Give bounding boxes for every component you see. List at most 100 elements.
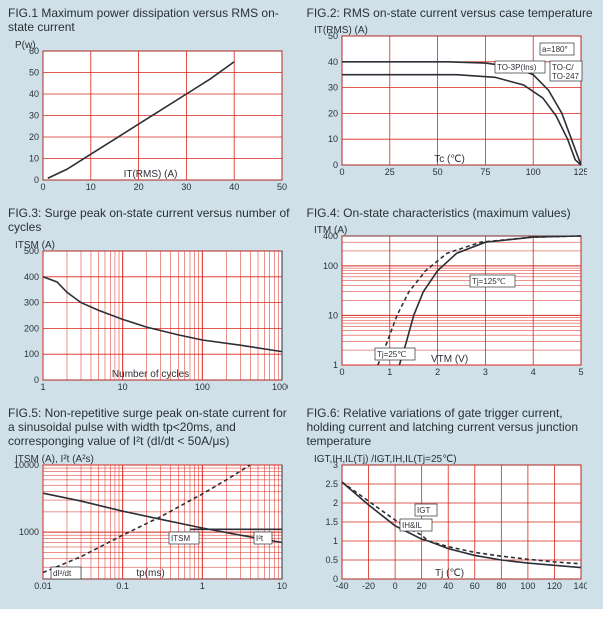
- svg-text:20: 20: [327, 109, 337, 119]
- svg-text:100: 100: [525, 167, 540, 177]
- svg-text:1: 1: [40, 382, 45, 392]
- svg-text:tp(ms): tp(ms): [136, 568, 164, 579]
- svg-text:400: 400: [24, 271, 39, 281]
- svg-text:30: 30: [29, 110, 39, 120]
- svg-text:30: 30: [181, 182, 191, 192]
- svg-text:5: 5: [578, 367, 583, 377]
- fig6-chart: -40-2002040608010012014000.511.522.53IGT…: [307, 451, 587, 601]
- svg-text:P(w): P(w): [15, 40, 36, 51]
- svg-text:IT(RMS) (A): IT(RMS) (A): [314, 25, 368, 36]
- svg-text:1: 1: [332, 536, 337, 546]
- svg-text:0: 0: [34, 175, 39, 185]
- svg-text:1: 1: [387, 367, 392, 377]
- svg-text:100: 100: [322, 261, 337, 271]
- fig1-cell: FIG.1 Maximum power dissipation versus R…: [8, 6, 297, 202]
- svg-text:1.5: 1.5: [325, 517, 338, 527]
- svg-text:60: 60: [469, 581, 479, 591]
- svg-text:50: 50: [432, 167, 442, 177]
- svg-text:Tj=25℃: Tj=25℃: [377, 350, 406, 359]
- svg-text:Tj (℃): Tj (℃): [435, 568, 464, 579]
- svg-text:0: 0: [392, 581, 397, 591]
- svg-text:120: 120: [546, 581, 561, 591]
- fig3-cell: FIG.3: Surge peak on-state current versu…: [8, 206, 297, 402]
- svg-text:10: 10: [327, 135, 337, 145]
- svg-text:40: 40: [327, 57, 337, 67]
- svg-text:100: 100: [520, 581, 535, 591]
- svg-text:2.5: 2.5: [325, 479, 338, 489]
- svg-text:ITSM: ITSM: [171, 534, 190, 543]
- svg-text:0: 0: [339, 167, 344, 177]
- svg-text:1000: 1000: [272, 382, 288, 392]
- svg-text:100: 100: [195, 382, 210, 392]
- svg-text:Tj=125℃: Tj=125℃: [472, 277, 506, 286]
- svg-text:3: 3: [482, 367, 487, 377]
- svg-text:ITM (A): ITM (A): [314, 225, 347, 236]
- fig2-title: FIG.2: RMS on-state current versus case …: [307, 6, 596, 20]
- svg-text:140: 140: [573, 581, 587, 591]
- svg-text:20: 20: [416, 581, 426, 591]
- svg-text:0.5: 0.5: [325, 555, 338, 565]
- fig2-chart: 025507510012501020304050IT(RMS) (A)Tc (℃…: [307, 22, 587, 187]
- svg-text:50: 50: [277, 182, 287, 192]
- svg-text:300: 300: [24, 297, 39, 307]
- fig5-title: FIG.5: Non-repetitive surge peak on-stat…: [8, 406, 297, 449]
- fig4-chart: 012345110100400ITM (A)VTM (V)Tj=125℃Tj=2…: [307, 222, 587, 387]
- svg-text:1000: 1000: [19, 527, 39, 537]
- fig5-cell: FIG.5: Non-repetitive surge peak on-stat…: [8, 406, 297, 601]
- fig3-title: FIG.3: Surge peak on-state current versu…: [8, 206, 297, 235]
- svg-text:TO-247: TO-247: [552, 72, 580, 81]
- svg-text:0.01: 0.01: [34, 581, 52, 591]
- svg-text:10: 10: [118, 382, 128, 392]
- svg-text:VTM (V): VTM (V): [430, 354, 467, 365]
- svg-text:0.1: 0.1: [116, 581, 129, 591]
- svg-text:2: 2: [435, 367, 440, 377]
- svg-text:4: 4: [530, 367, 535, 377]
- svg-text:40: 40: [229, 182, 239, 192]
- svg-text:ITSM (A), I²t (A²s): ITSM (A), I²t (A²s): [15, 454, 94, 465]
- svg-text:200: 200: [24, 323, 39, 333]
- svg-text:50: 50: [29, 67, 39, 77]
- svg-text:I²t: I²t: [256, 534, 264, 543]
- svg-text:10: 10: [327, 311, 337, 321]
- svg-text:40: 40: [29, 89, 39, 99]
- fig4-cell: FIG.4: On-state characteristics (maximum…: [307, 206, 596, 402]
- svg-text:0: 0: [332, 160, 337, 170]
- svg-text:0: 0: [34, 375, 39, 385]
- datasheet-figures: FIG.1 Maximum power dissipation versus R…: [0, 0, 603, 609]
- svg-text:IGT: IGT: [417, 506, 430, 515]
- svg-text:a=180°: a=180°: [542, 45, 568, 54]
- svg-text:Number of cycles: Number of cycles: [112, 369, 189, 380]
- svg-text:IGT,IH,IL(Tj) /IGT,IH,IL(Tj=25: IGT,IH,IL(Tj) /IGT,IH,IL(Tj=25℃): [314, 454, 457, 465]
- svg-text:0: 0: [332, 574, 337, 584]
- svg-text:Tc (℃): Tc (℃): [434, 154, 465, 165]
- svg-text:10: 10: [86, 182, 96, 192]
- svg-text:40: 40: [443, 581, 453, 591]
- svg-text:-20: -20: [362, 581, 375, 591]
- fig6-title: FIG.6: Relative variations of gate trigg…: [307, 406, 596, 449]
- svg-text:ITSM (A): ITSM (A): [15, 240, 55, 251]
- svg-text:75: 75: [480, 167, 490, 177]
- fig4-title: FIG.4: On-state characteristics (maximum…: [307, 206, 596, 220]
- svg-text:10: 10: [277, 581, 287, 591]
- svg-text:0: 0: [40, 182, 45, 192]
- svg-text:30: 30: [327, 83, 337, 93]
- svg-text:20: 20: [134, 182, 144, 192]
- svg-text:1: 1: [332, 360, 337, 370]
- svg-text:2: 2: [332, 498, 337, 508]
- svg-text:1: 1: [200, 581, 205, 591]
- fig3-chart: 11010010000100200300400500ITSM (A)Number…: [8, 237, 288, 402]
- fig1-chart: 010203040500102030405060P(w)IT(RMS) (A): [8, 37, 288, 202]
- fig6-cell: FIG.6: Relative variations of gate trigg…: [307, 406, 596, 601]
- svg-text:0: 0: [339, 367, 344, 377]
- svg-text:25: 25: [384, 167, 394, 177]
- svg-text:TO-C/: TO-C/: [552, 63, 574, 72]
- svg-text:IH&IL: IH&IL: [402, 521, 423, 530]
- fig2-cell: FIG.2: RMS on-state current versus case …: [307, 6, 596, 202]
- svg-text:100: 100: [24, 349, 39, 359]
- svg-text:TO-3P(Ins): TO-3P(Ins): [497, 63, 537, 72]
- svg-text:10: 10: [29, 153, 39, 163]
- svg-text:20: 20: [29, 132, 39, 142]
- fig1-title: FIG.1 Maximum power dissipation versus R…: [8, 6, 297, 35]
- svg-text:dI²/dt: dI²/dt: [53, 569, 72, 578]
- fig5-chart: 0.010.1110100010000ITSM (A), I²t (A²s)tp…: [8, 451, 288, 601]
